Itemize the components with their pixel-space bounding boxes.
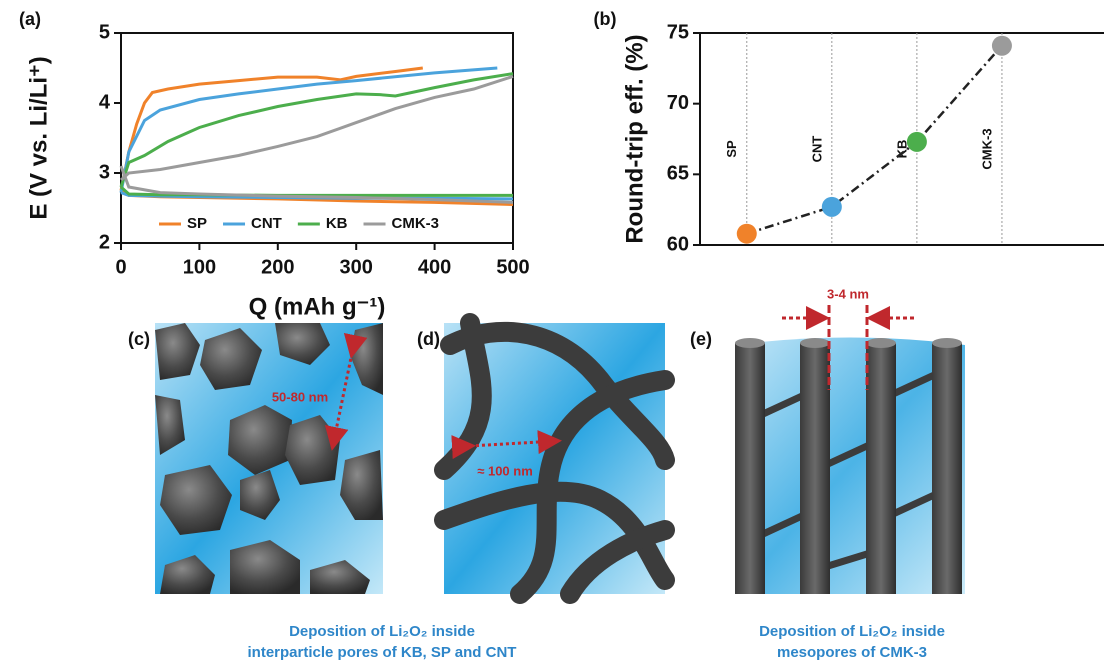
- dimension-label: 50-80 nm: [272, 389, 328, 404]
- panel-e: 3-4 nm (e): [690, 286, 965, 594]
- charts: (a) E (V vs. Li/Li⁺) 2 3 4 5 0 100 200 300 400 500 Q…: [19, 9, 1104, 321]
- y-axis-label: Round-trip eff. (%): [621, 34, 648, 243]
- data-point: [822, 197, 842, 217]
- y-tick-label: 70: [667, 92, 689, 114]
- figure: (a) E (V vs. Li/Li⁺) 2 3 4 5 0 100 200 300 400 500 Q…: [0, 0, 1118, 666]
- x-tick-label: 0: [115, 256, 126, 278]
- x-axis-label: Q (mAh g⁻¹): [249, 293, 386, 320]
- caption: interparticle pores of KB, SP and CNT: [248, 644, 517, 661]
- panel-c: (c) 50-80 nm: [128, 323, 383, 594]
- y-tick-label: 3: [99, 161, 110, 183]
- panel-label: (c): [128, 329, 150, 349]
- legend-label: CNT: [251, 215, 282, 232]
- legend-label: KB: [326, 215, 348, 232]
- y-tick-label: 2: [99, 231, 110, 253]
- legend-label: CMK-3: [392, 215, 440, 232]
- panel-d: (d) ≈ 100 nm: [417, 323, 665, 594]
- x-tick-label: 200: [261, 256, 294, 278]
- x-tick-label: 400: [418, 256, 451, 278]
- x-tick-label: 100: [183, 256, 216, 278]
- y-tick-label: 4: [99, 91, 111, 113]
- panel-label: (a): [19, 9, 41, 29]
- category-label: CNT: [809, 136, 824, 163]
- data-point: [907, 132, 927, 152]
- y-axis-label: E (V vs. Li/Li⁺): [25, 56, 52, 219]
- panel-label: (b): [594, 9, 617, 29]
- line-series: [121, 76, 513, 202]
- x-tick-label: 300: [340, 256, 373, 278]
- category-label: CMK-3: [979, 128, 994, 169]
- caption: Deposition of Li₂O₂ inside: [759, 623, 945, 640]
- panel-label: (e): [690, 329, 712, 349]
- data-point: [992, 36, 1012, 56]
- trend-line: [747, 46, 1002, 234]
- caption: mesopores of CMK-3: [777, 644, 927, 661]
- category-label: SP: [724, 140, 739, 158]
- x-tick-label: 500: [496, 256, 529, 278]
- y-tick-label: 65: [667, 163, 689, 185]
- data-point: [737, 224, 757, 244]
- y-tick-label: 5: [99, 21, 110, 43]
- dimension-label: 3-4 nm: [827, 286, 869, 301]
- dimension-label: ≈ 100 nm: [477, 463, 533, 478]
- panel-label: (d): [417, 329, 440, 349]
- y-tick-label: 75: [667, 21, 689, 43]
- y-tick-label: 60: [667, 233, 689, 255]
- legend-label: SP: [187, 215, 207, 232]
- caption: Deposition of Li₂O₂ inside: [289, 623, 475, 640]
